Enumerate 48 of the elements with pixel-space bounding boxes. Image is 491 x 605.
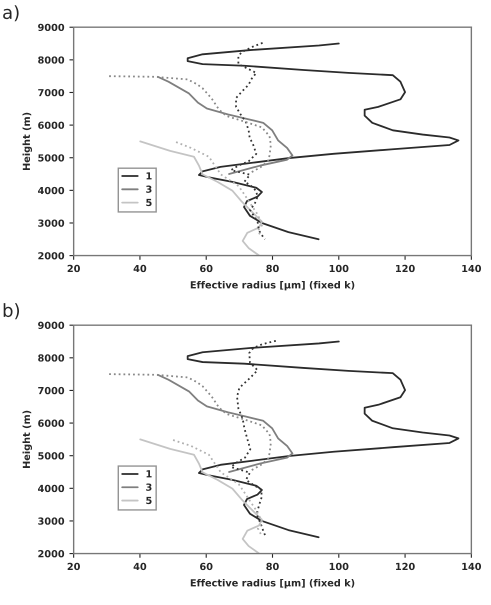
x-tick-label: 40 <box>134 562 146 570</box>
legend-label: 3 <box>146 483 152 491</box>
x-axis-title: Effective radius [µm] (fixed k) <box>190 578 354 588</box>
legend-label: 1 <box>146 172 152 180</box>
line-series <box>175 141 264 238</box>
x-tick-label: 100 <box>330 562 348 570</box>
y-tick-label: 6000 <box>38 420 64 427</box>
y-tick-label: 5000 <box>38 154 64 162</box>
y-tick-label: 8000 <box>38 354 64 362</box>
x-tick-label: 120 <box>396 264 415 272</box>
y-tick-label: 4000 <box>38 186 64 194</box>
y-tick-label: 6000 <box>38 122 64 129</box>
y-tick-label: 2000 <box>38 252 64 260</box>
legend-label: 3 <box>146 186 152 193</box>
y-tick-label: 7000 <box>38 88 64 96</box>
x-tick-label: 20 <box>68 562 80 570</box>
x-tick-label: 80 <box>266 264 279 272</box>
y-axis-title: Height (m) <box>22 410 32 468</box>
y-tick-label: 9000 <box>38 24 64 32</box>
x-tick-label: 60 <box>200 264 213 272</box>
x-tick-label: 40 <box>134 264 146 272</box>
y-tick-label: 3000 <box>38 517 64 525</box>
y-tick-label: 9000 <box>38 322 64 330</box>
x-tick-label: 80 <box>266 562 279 570</box>
x-tick-label: 140 <box>462 562 482 570</box>
legend-label: 5 <box>146 496 152 504</box>
y-tick-label: 4000 <box>38 484 64 492</box>
chart-title: a) <box>3 5 19 22</box>
x-tick-label: 20 <box>68 264 80 272</box>
x-tick-label: 120 <box>396 562 415 570</box>
line-series <box>139 438 263 554</box>
legend-label: 5 <box>146 198 152 206</box>
legend-label: 1 <box>146 470 152 478</box>
y-axis-title: Height (m) <box>22 112 32 170</box>
y-tick-label: 3000 <box>38 219 64 227</box>
x-axis-title: Effective radius [µm] (fixed k) <box>190 280 354 290</box>
y-tick-label: 7000 <box>38 386 64 394</box>
x-tick-label: 60 <box>200 562 213 570</box>
y-tick-label: 5000 <box>38 452 64 460</box>
line-series <box>139 140 263 256</box>
x-tick-label: 140 <box>462 264 482 272</box>
x-tick-label: 100 <box>330 264 348 272</box>
y-tick-label: 8000 <box>38 56 64 64</box>
y-tick-label: 2000 <box>38 550 64 558</box>
line-series <box>186 340 460 538</box>
line-series <box>186 42 460 240</box>
chart-title: b) <box>4 303 20 320</box>
line-series <box>172 439 264 536</box>
